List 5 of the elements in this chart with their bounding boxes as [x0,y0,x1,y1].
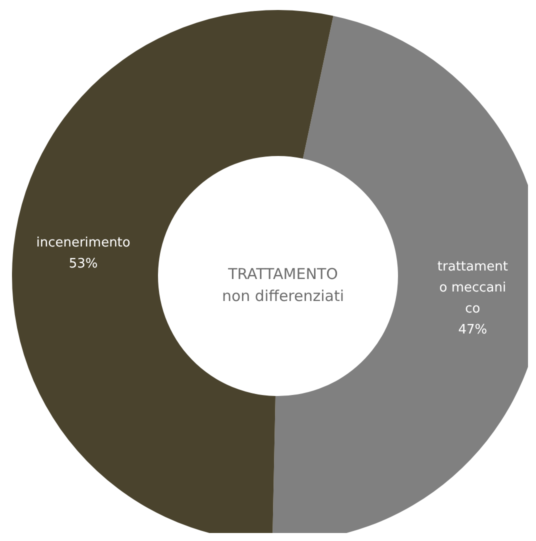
data-label: 47% [458,322,488,338]
data-label: 53% [68,256,98,272]
text: TRATTAMENTO non differenziati [222,265,344,305]
slice-label: incenerimento [36,235,130,250]
slice-label: trattamento meccanico [437,260,508,317]
